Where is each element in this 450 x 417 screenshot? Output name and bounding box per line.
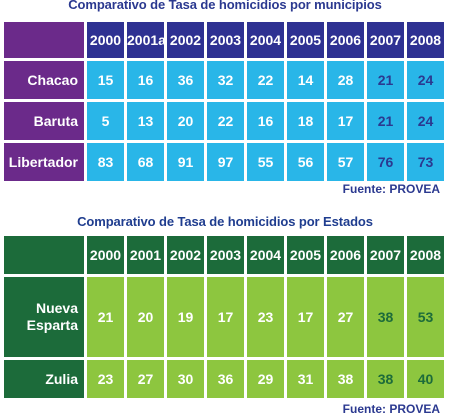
estados-corner-cell bbox=[4, 236, 84, 274]
municipios-value-cell: 18 bbox=[284, 99, 324, 140]
municipios-value-cell: 97 bbox=[204, 140, 244, 181]
estados-row-label: Nueva Esparta bbox=[4, 274, 84, 357]
estados-value-cell: 21 bbox=[84, 274, 124, 357]
estados-value-cell: 30 bbox=[164, 357, 204, 398]
estados-year-header: 2008 bbox=[404, 236, 444, 274]
estados-value-cell: 19 bbox=[164, 274, 204, 357]
municipios-value-cell: 21 bbox=[364, 58, 404, 99]
municipios-value-cell: 28 bbox=[324, 58, 364, 99]
estados-value-cell: 31 bbox=[284, 357, 324, 398]
estados-table-row: Zulia 23 27 30 36 29 31 38 38 40 bbox=[4, 357, 444, 398]
estados-value-cell: 17 bbox=[204, 274, 244, 357]
municipios-table-row: Baruta 5 13 20 22 16 18 17 21 24 bbox=[4, 99, 444, 140]
municipios-year-header: 2003 bbox=[204, 22, 244, 58]
estados-year-header: 2000 bbox=[84, 236, 124, 274]
municipios-value-cell: 14 bbox=[284, 58, 324, 99]
estados-table-row: Nueva Esparta 21 20 19 17 23 17 27 38 53 bbox=[4, 274, 444, 357]
estados-value-cell: 27 bbox=[124, 357, 164, 398]
municipios-year-header: 2008 bbox=[404, 22, 444, 58]
estados-year-header: 2001 bbox=[124, 236, 164, 274]
estados-value-cell: 29 bbox=[244, 357, 284, 398]
municipios-table-row: Chacao 15 16 36 32 22 14 28 21 24 bbox=[4, 58, 444, 99]
municipios-year-header: 2006 bbox=[324, 22, 364, 58]
municipios-value-cell: 68 bbox=[124, 140, 164, 181]
estados-value-cell: 38 bbox=[364, 274, 404, 357]
estados-value-cell: 23 bbox=[244, 274, 284, 357]
estados-table: 2000 2001 2002 2003 2004 2005 2006 2007 2008 Nuev… bbox=[4, 236, 444, 398]
municipios-value-cell: 22 bbox=[204, 99, 244, 140]
municipios-value-cell: 13 bbox=[124, 99, 164, 140]
municipios-value-cell: 16 bbox=[124, 58, 164, 99]
estados-row-label: Zulia bbox=[4, 357, 84, 398]
municipios-source: Fuente: PROVEA bbox=[342, 182, 440, 196]
municipios-value-cell: 21 bbox=[364, 99, 404, 140]
municipios-value-cell: 56 bbox=[284, 140, 324, 181]
municipios-value-cell: 55 bbox=[244, 140, 284, 181]
municipios-corner-cell bbox=[4, 22, 84, 58]
estados-value-cell: 38 bbox=[324, 357, 364, 398]
municipios-value-cell: 15 bbox=[84, 58, 124, 99]
municipios-year-header: 2002 bbox=[164, 22, 204, 58]
municipios-table-row: Libertador 83 68 91 97 55 56 57 76 73 bbox=[4, 140, 444, 181]
estados-table-title: Comparativo de Tasa de homicidios por Es… bbox=[77, 214, 373, 229]
municipios-value-cell: 36 bbox=[164, 58, 204, 99]
estados-value-cell: 36 bbox=[204, 357, 244, 398]
municipios-year-header: 2007 bbox=[364, 22, 404, 58]
estados-year-header: 2002 bbox=[164, 236, 204, 274]
municipios-row-label: Baruta bbox=[4, 99, 84, 140]
municipios-year-header: 2004 bbox=[244, 22, 284, 58]
estados-year-header: 2005 bbox=[284, 236, 324, 274]
estados-value-cell: 40 bbox=[404, 357, 444, 398]
estados-year-header: 2003 bbox=[204, 236, 244, 274]
estados-value-cell: 20 bbox=[124, 274, 164, 357]
estados-year-header: 2007 bbox=[364, 236, 404, 274]
estados-value-cell: 53 bbox=[404, 274, 444, 357]
municipios-value-cell: 83 bbox=[84, 140, 124, 181]
estados-value-cell: 27 bbox=[324, 274, 364, 357]
estados-value-cell: 23 bbox=[84, 357, 124, 398]
municipios-value-cell: 20 bbox=[164, 99, 204, 140]
municipios-year-header: 2000 bbox=[84, 22, 124, 58]
municipios-value-cell: 17 bbox=[324, 99, 364, 140]
estados-value-cell: 38 bbox=[364, 357, 404, 398]
municipios-value-cell: 76 bbox=[364, 140, 404, 181]
municipios-row-label: Libertador bbox=[4, 140, 84, 181]
estados-year-header: 2004 bbox=[244, 236, 284, 274]
municipios-table: 2000 2001a 2002 2003 2004 2005 2006 2007 2008 Cha… bbox=[4, 22, 444, 181]
estados-source: Fuente: PROVEA bbox=[342, 402, 440, 416]
municipios-row-label: Chacao bbox=[4, 58, 84, 99]
municipios-value-cell: 57 bbox=[324, 140, 364, 181]
municipios-table-title: Comparativo de Tasa de homicidios por mu… bbox=[68, 0, 382, 12]
estados-header-row: 2000 2001 2002 2003 2004 2005 2006 2007 2008 bbox=[4, 236, 444, 274]
municipios-value-cell: 24 bbox=[404, 58, 444, 99]
municipios-value-cell: 73 bbox=[404, 140, 444, 181]
municipios-value-cell: 32 bbox=[204, 58, 244, 99]
municipios-value-cell: 24 bbox=[404, 99, 444, 140]
municipios-value-cell: 5 bbox=[84, 99, 124, 140]
municipios-header-row: 2000 2001a 2002 2003 2004 2005 2006 2007 2008 bbox=[4, 22, 444, 58]
municipios-value-cell: 16 bbox=[244, 99, 284, 140]
municipios-value-cell: 91 bbox=[164, 140, 204, 181]
municipios-year-header: 2005 bbox=[284, 22, 324, 58]
estados-year-header: 2006 bbox=[324, 236, 364, 274]
municipios-year-header: 2001a bbox=[124, 22, 166, 58]
municipios-value-cell: 22 bbox=[244, 58, 284, 99]
estados-value-cell: 17 bbox=[284, 274, 324, 357]
